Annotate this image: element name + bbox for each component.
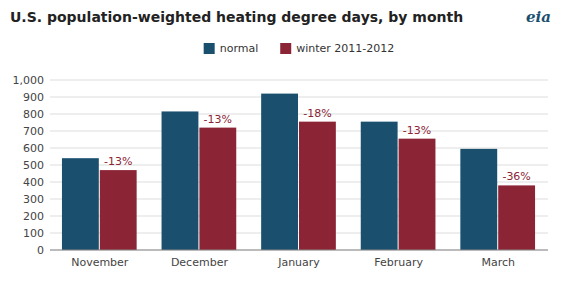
bar [261,94,298,250]
annotation: eia [526,8,551,26]
bar-annotation: -13% [204,113,232,126]
grid-line [50,250,548,251]
grid-line [50,114,548,115]
title: U.S. population-weighted heating degree … [10,9,463,25]
bar [199,128,236,250]
bar-annotation: -13% [104,155,132,168]
y-tick-label: 200 [23,210,44,223]
legend-label: winter 2011-2012 [296,42,394,55]
grid-line [50,80,548,81]
bar [299,122,336,250]
bar-annotation: -18% [303,107,331,120]
legend: normal winter 2011-2012 [204,42,395,55]
y-tick-label: 500 [23,159,44,172]
grid [50,80,548,250]
bar-annotation: -36% [502,170,530,183]
y-tick-label: 900 [23,91,44,104]
annotations: -13% -13% -18% -13% -36% [104,107,531,184]
bar [100,170,137,250]
y-tick-label: 700 [23,125,44,138]
y-tick-label: 0 [37,244,44,257]
y-tick-label: 100 [23,227,44,240]
bar [399,139,436,250]
x-axis-line [50,250,548,251]
legend-swatch [280,43,291,54]
y-tick-label: 300 [23,193,44,206]
legend-swatch [204,43,215,54]
grid-line [50,97,548,98]
bar [62,158,99,250]
x-tick-label: December [171,256,229,269]
y-tick-label: 800 [23,108,44,121]
bar-annotation: -13% [403,124,431,137]
chart-container: U.S. population-weighted heating degree … [0,0,561,281]
y-tick-label: 400 [23,176,44,189]
bar [162,111,199,250]
x-tick-label: January [277,256,320,269]
x-tick-label: March [481,256,515,269]
y-tick-label: 600 [23,142,44,155]
legend-label: normal [220,42,259,55]
bar [460,149,497,250]
x-tick-label: February [374,256,423,269]
bar [361,122,398,250]
x-tick-label: November [71,256,129,269]
bar [498,185,535,250]
bars [62,94,535,250]
chart: U.S. population-weighted heating degree … [0,0,561,281]
y-tick-label: 1,000 [13,74,45,87]
